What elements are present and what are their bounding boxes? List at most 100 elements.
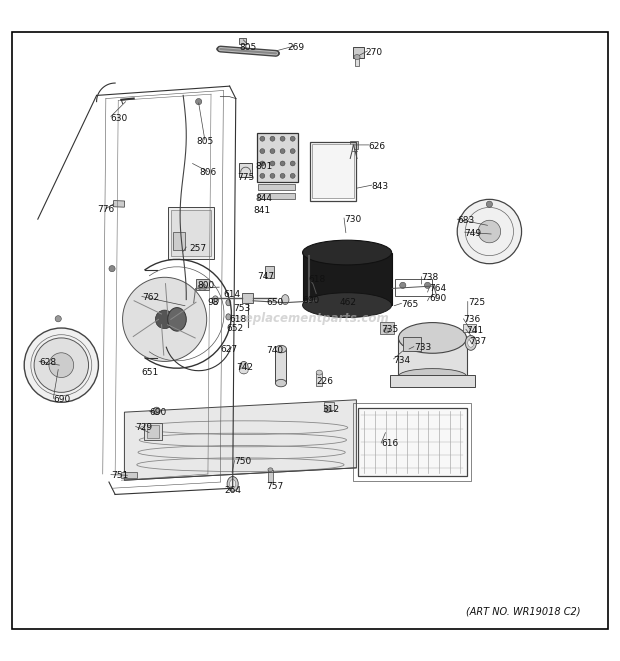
Text: 733: 733 — [414, 343, 431, 352]
Circle shape — [478, 220, 501, 243]
Text: 226: 226 — [316, 377, 333, 386]
Bar — [168, 207, 214, 259]
Bar — [257, 133, 298, 182]
Text: 270: 270 — [366, 48, 383, 57]
Ellipse shape — [399, 323, 466, 353]
Circle shape — [123, 278, 206, 362]
Text: 776: 776 — [97, 206, 115, 214]
Text: ereplacementparts.com: ereplacementparts.com — [231, 311, 389, 325]
Ellipse shape — [268, 468, 273, 471]
Bar — [353, 403, 471, 481]
Bar — [275, 349, 286, 383]
Bar — [265, 266, 274, 278]
Bar — [350, 141, 358, 149]
Circle shape — [260, 161, 265, 166]
Ellipse shape — [227, 477, 238, 491]
Text: 753: 753 — [233, 304, 250, 313]
Text: 690: 690 — [149, 408, 166, 416]
Text: 683: 683 — [457, 216, 474, 225]
Circle shape — [270, 136, 275, 141]
Text: 618: 618 — [308, 275, 326, 284]
Text: 730: 730 — [344, 215, 361, 223]
Text: 750: 750 — [234, 457, 252, 466]
Text: 269: 269 — [288, 43, 305, 52]
Text: 626: 626 — [369, 141, 386, 151]
Text: 618: 618 — [229, 315, 247, 324]
Circle shape — [486, 201, 492, 208]
Text: 462: 462 — [340, 298, 356, 307]
Circle shape — [270, 173, 275, 178]
Text: 740: 740 — [267, 346, 284, 355]
Text: 264: 264 — [224, 486, 242, 494]
Bar — [310, 142, 356, 200]
Bar — [122, 471, 137, 478]
Bar — [399, 338, 466, 376]
Circle shape — [55, 316, 61, 322]
Bar — [303, 253, 392, 305]
Ellipse shape — [272, 51, 280, 56]
Circle shape — [270, 149, 275, 153]
Text: 841: 841 — [253, 206, 270, 215]
Text: 630: 630 — [111, 114, 128, 123]
Bar — [239, 163, 252, 177]
Text: 738: 738 — [422, 274, 438, 282]
Ellipse shape — [239, 368, 248, 374]
Ellipse shape — [399, 369, 466, 384]
Ellipse shape — [316, 370, 322, 375]
Ellipse shape — [226, 314, 231, 320]
Bar — [258, 184, 295, 190]
Text: 765: 765 — [402, 300, 418, 309]
Text: 614: 614 — [223, 290, 241, 299]
Text: 628: 628 — [39, 358, 56, 367]
Ellipse shape — [465, 335, 476, 350]
Text: 844: 844 — [255, 194, 273, 203]
Bar — [171, 210, 211, 256]
Text: 312: 312 — [322, 405, 340, 414]
Bar — [147, 425, 159, 438]
Bar — [358, 408, 466, 476]
Circle shape — [156, 310, 174, 329]
Circle shape — [280, 173, 285, 178]
Circle shape — [457, 200, 521, 264]
Bar — [268, 470, 273, 482]
Text: 735: 735 — [381, 325, 399, 334]
Circle shape — [290, 149, 295, 153]
Text: 651: 651 — [142, 368, 159, 377]
Circle shape — [24, 328, 99, 403]
Ellipse shape — [275, 345, 286, 353]
Bar — [239, 38, 246, 44]
Ellipse shape — [467, 338, 474, 347]
Text: 690: 690 — [303, 296, 320, 305]
Bar — [195, 278, 209, 290]
Text: (ART NO. WR19018 C2): (ART NO. WR19018 C2) — [466, 607, 581, 617]
Text: 257: 257 — [189, 244, 206, 253]
Text: 805: 805 — [239, 43, 257, 52]
Circle shape — [290, 136, 295, 141]
Circle shape — [400, 282, 406, 288]
Text: 650: 650 — [267, 298, 284, 307]
Circle shape — [270, 161, 275, 166]
Text: 742: 742 — [236, 363, 253, 372]
Bar — [172, 231, 185, 250]
Text: 801: 801 — [255, 162, 273, 171]
Ellipse shape — [275, 379, 286, 387]
Text: 690: 690 — [53, 395, 71, 405]
Text: 764: 764 — [430, 284, 446, 293]
Ellipse shape — [281, 295, 289, 305]
Ellipse shape — [226, 299, 231, 306]
Text: 734: 734 — [394, 356, 410, 365]
Text: 729: 729 — [136, 423, 153, 432]
Text: 736: 736 — [463, 315, 480, 325]
Ellipse shape — [216, 46, 224, 52]
Text: 725: 725 — [467, 298, 485, 307]
Circle shape — [324, 407, 330, 412]
Circle shape — [109, 266, 115, 272]
Circle shape — [260, 136, 265, 141]
Bar — [144, 422, 162, 440]
Text: 805: 805 — [196, 137, 213, 146]
Text: 627: 627 — [220, 344, 237, 354]
Circle shape — [280, 136, 285, 141]
Circle shape — [290, 161, 295, 166]
Text: 652: 652 — [226, 324, 244, 333]
Text: 843: 843 — [372, 182, 389, 191]
